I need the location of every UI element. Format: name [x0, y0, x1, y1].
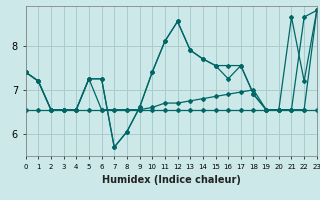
X-axis label: Humidex (Indice chaleur): Humidex (Indice chaleur)	[102, 175, 241, 185]
